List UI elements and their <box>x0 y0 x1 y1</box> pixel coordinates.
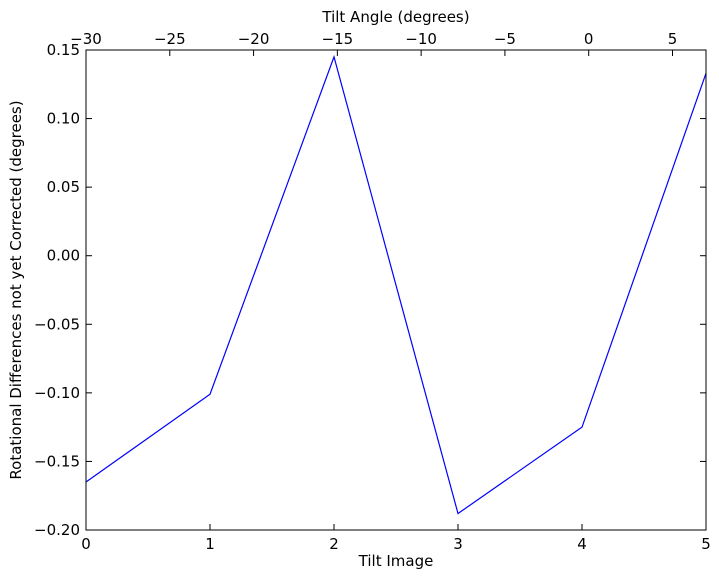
series-layer <box>85 54 707 515</box>
top-x-tick-label: −25 <box>154 30 186 48</box>
x-axis-title: Tilt Image <box>358 552 434 570</box>
y-axis-title: Rotational Differences not yet Corrected… <box>7 100 25 479</box>
y-tick-label: 0.05 <box>47 178 80 196</box>
x-tick-label: 1 <box>205 535 215 553</box>
x-tick-label: 5 <box>701 535 711 553</box>
x-tick-label: 2 <box>329 535 339 553</box>
y-tick-label: 0.15 <box>47 41 80 59</box>
top-x-tick-label: −10 <box>405 30 437 48</box>
top-x-tick-label: −5 <box>494 30 516 48</box>
ticks-layer <box>85 49 707 531</box>
y-tick-label: −0.20 <box>34 521 80 539</box>
top-x-tick-label: −20 <box>238 30 270 48</box>
y-tick-label: −0.05 <box>34 315 80 333</box>
y-tick-label: 0.00 <box>47 247 80 265</box>
plot-area <box>86 50 706 530</box>
y-tick-label: −0.10 <box>34 384 80 402</box>
y-tick-label: −0.15 <box>34 452 80 470</box>
series-line <box>85 54 707 515</box>
plot-frame <box>85 49 707 531</box>
x-tick-label: 3 <box>453 535 463 553</box>
top-x-tick-label: 0 <box>584 30 594 48</box>
x-tick-label: 4 <box>577 535 587 553</box>
tick-labels-layer: 0 1 2 3 4 5 −30 −25 −20 −15 −10 −5 0 5 −0.20 −0.15 −0.10… <box>34 30 711 553</box>
y-tick-label: 0.10 <box>47 110 80 128</box>
top-x-tick-label: 5 <box>668 30 678 48</box>
x-tick-label: 0 <box>81 535 91 553</box>
top-x-tick-label: −30 <box>70 30 102 48</box>
top-x-axis-title: Tilt Angle (degrees) <box>321 8 469 26</box>
top-x-tick-label: −15 <box>322 30 354 48</box>
